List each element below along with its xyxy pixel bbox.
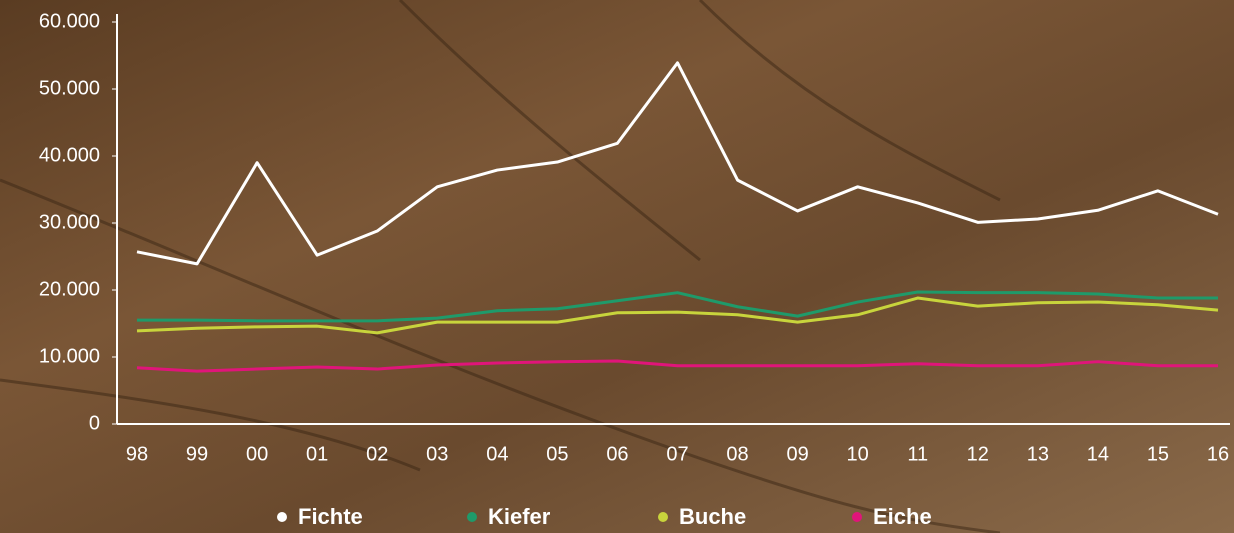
- y-tick-label: 60.000: [39, 10, 100, 32]
- legend-marker: [658, 512, 668, 522]
- y-tick-label: 40.000: [39, 144, 100, 166]
- legend-label: Kiefer: [488, 504, 551, 529]
- x-tick-label: 13: [1027, 443, 1049, 465]
- x-tick-label: 07: [666, 443, 688, 465]
- x-tick-label: 08: [726, 443, 748, 465]
- x-tick-label: 04: [486, 443, 508, 465]
- x-tick-label: 03: [426, 443, 448, 465]
- x-tick-label: 09: [786, 443, 808, 465]
- legend-label: Fichte: [298, 504, 363, 529]
- y-tick-label: 10.000: [39, 345, 100, 367]
- x-tick-label: 98: [126, 443, 148, 465]
- x-tick-label: 00: [246, 443, 268, 465]
- y-tick-label: 0: [89, 412, 100, 434]
- chart: 0 10.000 20.000 30.000 40.000 50.000 60.000 98 9…: [0, 0, 1234, 533]
- x-tick-label: 02: [366, 443, 388, 465]
- x-tick-label: 06: [606, 443, 628, 465]
- legend-label: Eiche: [873, 504, 932, 529]
- legend-label: Buche: [679, 504, 746, 529]
- x-tick-label: 11: [907, 443, 928, 465]
- y-tick-label: 50.000: [39, 77, 100, 99]
- x-tick-label: 99: [186, 443, 208, 465]
- x-tick-label: 10: [847, 443, 869, 465]
- x-tick-label: 16: [1207, 443, 1229, 465]
- x-tick-label: 01: [306, 443, 328, 465]
- x-tick-label: 12: [967, 443, 989, 465]
- x-tick-label: 15: [1147, 443, 1169, 465]
- y-tick-label: 20.000: [39, 278, 100, 300]
- y-tick-label: 30.000: [39, 211, 100, 233]
- x-tick-label: 05: [546, 443, 568, 465]
- legend-marker: [852, 512, 862, 522]
- legend-marker: [277, 512, 287, 522]
- x-tick-label: 14: [1087, 443, 1109, 465]
- legend-marker: [467, 512, 477, 522]
